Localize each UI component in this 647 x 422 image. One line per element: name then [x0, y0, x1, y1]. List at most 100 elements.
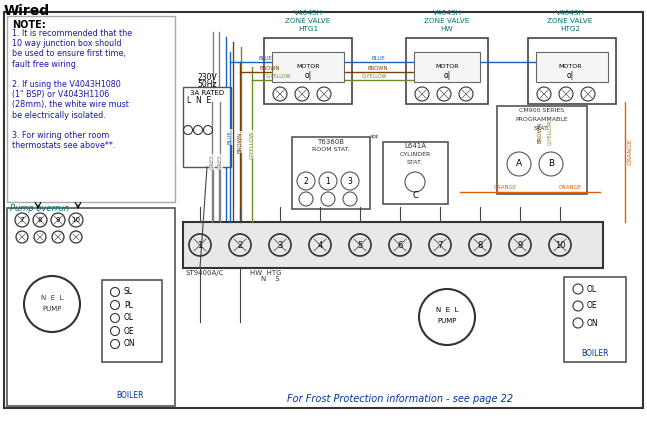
- Text: **: **: [369, 134, 378, 144]
- Text: fault free wiring.: fault free wiring.: [12, 60, 78, 69]
- Text: HW  HTG: HW HTG: [250, 270, 281, 276]
- Text: be electrically isolated.: be electrically isolated.: [12, 111, 105, 119]
- Text: 8: 8: [38, 217, 42, 223]
- Text: ORANGE: ORANGE: [494, 185, 516, 190]
- Text: G/YELLOW: G/YELLOW: [265, 74, 291, 79]
- Text: PUMP: PUMP: [42, 306, 61, 312]
- Text: 4: 4: [318, 241, 323, 249]
- Text: V4043H
ZONE VALVE
HTG1: V4043H ZONE VALVE HTG1: [285, 10, 331, 32]
- Text: N  E  L: N E L: [41, 295, 63, 301]
- Text: 2. If using the V4043H1080: 2. If using the V4043H1080: [12, 80, 121, 89]
- Text: STAT.: STAT.: [407, 160, 423, 165]
- Text: GREY: GREY: [210, 155, 215, 169]
- Text: CM900 SERIES: CM900 SERIES: [520, 108, 565, 113]
- Text: For Frost Protection information - see page 22: For Frost Protection information - see p…: [287, 394, 513, 404]
- Text: NOTE:: NOTE:: [12, 20, 46, 30]
- Text: 8: 8: [477, 241, 483, 249]
- Text: G/YELLOW: G/YELLOW: [547, 119, 553, 145]
- Text: OE: OE: [587, 301, 598, 311]
- Text: C: C: [412, 192, 418, 200]
- Text: BROWN: BROWN: [237, 131, 243, 153]
- Bar: [564, 277, 626, 362]
- Text: ON: ON: [124, 340, 136, 349]
- Text: V4043H
ZONE VALVE
HTG2: V4043H ZONE VALVE HTG2: [547, 10, 593, 32]
- Text: 2: 2: [237, 241, 243, 249]
- Text: BOILER: BOILER: [116, 391, 144, 400]
- Text: BOILER: BOILER: [581, 349, 609, 358]
- Bar: [406, 38, 488, 104]
- Text: N    S: N S: [261, 276, 280, 282]
- Text: o|: o|: [443, 71, 450, 81]
- Text: 10: 10: [554, 241, 565, 249]
- Text: be used to ensure first time,: be used to ensure first time,: [12, 49, 126, 58]
- Text: ST9400A/C: ST9400A/C: [186, 270, 225, 276]
- Text: PUMP: PUMP: [437, 318, 457, 324]
- Bar: [536, 52, 608, 82]
- Text: ORANGE: ORANGE: [628, 138, 633, 165]
- Text: STAT.: STAT.: [534, 126, 550, 131]
- Text: 2: 2: [303, 176, 309, 186]
- Text: OL: OL: [587, 284, 597, 293]
- Text: ROOM STAT.: ROOM STAT.: [312, 147, 350, 152]
- Text: 5: 5: [357, 241, 362, 249]
- Text: thermostats see above**.: thermostats see above**.: [12, 141, 115, 150]
- Text: (1" BSP) or V4043H1106: (1" BSP) or V4043H1106: [12, 90, 109, 99]
- Bar: [7, 208, 175, 406]
- Text: BLUE: BLUE: [258, 56, 272, 61]
- Text: G/YELLOW: G/YELLOW: [362, 74, 388, 79]
- Text: Pump overrun: Pump overrun: [10, 204, 69, 213]
- Text: o|: o|: [566, 71, 574, 81]
- Bar: [7, 16, 175, 202]
- Text: B: B: [548, 160, 554, 168]
- Bar: [497, 106, 587, 194]
- Bar: [383, 142, 448, 204]
- Text: 230V: 230V: [197, 73, 217, 82]
- Text: Wired: Wired: [4, 4, 50, 18]
- Text: MOTOR: MOTOR: [558, 63, 582, 68]
- Text: (28mm), the white wire must: (28mm), the white wire must: [12, 100, 129, 109]
- Bar: [292, 137, 370, 209]
- Text: 50Hz: 50Hz: [197, 80, 217, 89]
- Text: 10: 10: [72, 217, 80, 223]
- Text: BROWN: BROWN: [538, 122, 542, 143]
- Bar: [264, 38, 352, 104]
- Bar: [102, 280, 162, 362]
- Text: OL: OL: [124, 314, 134, 322]
- Text: PL: PL: [124, 300, 133, 309]
- Bar: [183, 222, 603, 268]
- Bar: [183, 87, 231, 167]
- Text: BLUE: BLUE: [228, 130, 232, 144]
- Bar: [528, 38, 616, 104]
- Text: 3: 3: [347, 176, 353, 186]
- Text: GREY: GREY: [217, 155, 223, 169]
- Text: A: A: [516, 160, 522, 168]
- Bar: [414, 52, 480, 82]
- Text: MOTOR: MOTOR: [435, 63, 459, 68]
- Text: 3A RATED: 3A RATED: [190, 90, 224, 96]
- Text: ORANGE: ORANGE: [558, 185, 582, 190]
- Text: MOTOR: MOTOR: [296, 63, 320, 68]
- Text: BLUE: BLUE: [371, 56, 385, 61]
- Text: OE: OE: [124, 327, 135, 335]
- Text: L  N  E: L N E: [187, 96, 211, 105]
- Text: 9: 9: [518, 241, 523, 249]
- Text: 3. For wiring other room: 3. For wiring other room: [12, 131, 109, 140]
- Text: T6360B: T6360B: [318, 139, 344, 145]
- Text: o|: o|: [304, 71, 312, 81]
- Bar: [272, 52, 344, 82]
- Text: 1: 1: [325, 176, 331, 186]
- Text: SL: SL: [124, 287, 133, 297]
- Text: 10 way junction box should: 10 way junction box should: [12, 39, 122, 48]
- Text: BROWN: BROWN: [260, 66, 280, 71]
- Text: L641A: L641A: [404, 143, 426, 149]
- Text: 1. It is recommended that the: 1. It is recommended that the: [12, 29, 132, 38]
- Text: 1: 1: [197, 241, 203, 249]
- Text: V4043H
ZONE VALVE
HW: V4043H ZONE VALVE HW: [424, 10, 470, 32]
- Text: 7: 7: [437, 241, 443, 249]
- Text: ON: ON: [587, 319, 598, 327]
- Text: 7: 7: [20, 217, 24, 223]
- Text: 6: 6: [397, 241, 402, 249]
- Text: 9: 9: [56, 217, 60, 223]
- Text: 3: 3: [278, 241, 283, 249]
- Text: BROWN: BROWN: [367, 66, 388, 71]
